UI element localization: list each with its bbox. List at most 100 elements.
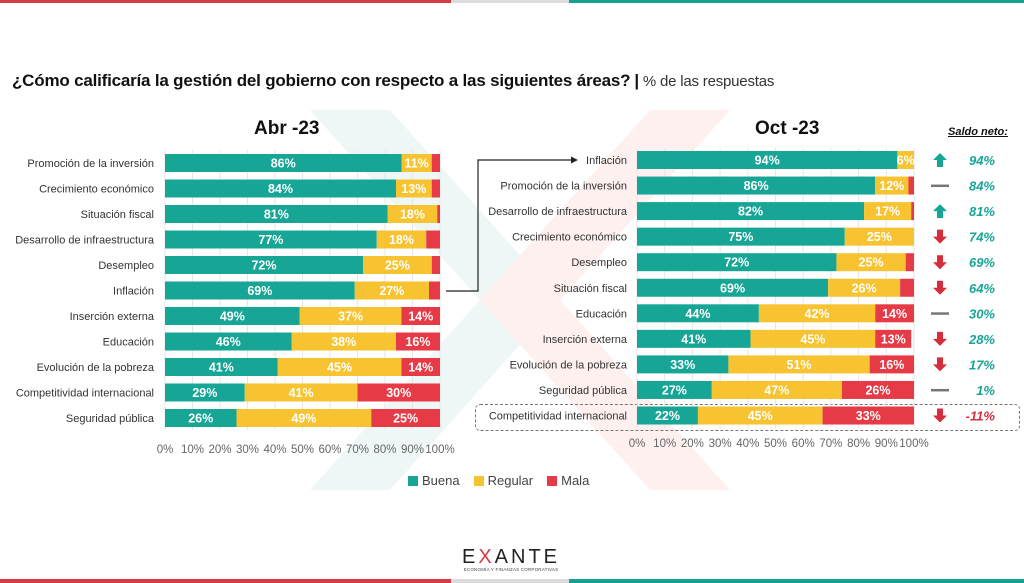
- oct-bar-buena: [637, 253, 837, 272]
- abr-data-label-buena: 46%: [216, 335, 241, 349]
- abr-data-label-regular: 37%: [338, 310, 363, 324]
- abr-bar-buena: [165, 383, 245, 402]
- bottom-color-bar: [0, 579, 1024, 583]
- oct-x-tick-label: 40%: [736, 438, 759, 450]
- trend-up-arrow-icon: [933, 153, 947, 167]
- oct-data-label-regular: 12%: [879, 179, 904, 193]
- top-color-bar: [0, 0, 1024, 3]
- oct-category-label: Crecimiento económico: [512, 232, 627, 244]
- oct-data-label-buena: 72%: [724, 256, 749, 270]
- oct-x-tick-label: 90%: [875, 438, 898, 450]
- abr-bar-buena: [165, 256, 363, 274]
- oct-x-tick-label: 70%: [819, 438, 842, 450]
- bottom-bar-gray: [451, 579, 569, 583]
- top-bar-teal: [569, 0, 1024, 3]
- abr-data-label-buena: 77%: [258, 233, 283, 247]
- oct-data-label-mala: 26%: [865, 383, 890, 397]
- oct-x-tick-label: 60%: [792, 438, 815, 450]
- saldo-neto-value: -11%: [966, 409, 996, 424]
- oct-bar-regular: [828, 278, 901, 297]
- oct-data-label-buena: 27%: [662, 383, 687, 397]
- oct-data-label-regular: 45%: [800, 332, 825, 346]
- abr-x-tick-label: 0%: [157, 444, 174, 456]
- legend-item-buena: Buena: [408, 473, 460, 488]
- oct-bar-regular: [697, 406, 823, 425]
- oct-bar-mala: [908, 176, 914, 195]
- oct-x-tick-label: 10%: [653, 438, 676, 450]
- abr-x-tick-label: 40%: [263, 444, 286, 456]
- oct-bar-regular: [711, 380, 842, 399]
- abr-data-label-regular: 18%: [389, 233, 414, 247]
- legend-swatch-mala: [547, 475, 558, 486]
- abr-data-label-buena: 41%: [209, 361, 234, 375]
- saldo-neto-value: 94%: [969, 153, 995, 168]
- top-bar-red: [0, 0, 451, 3]
- abr-category-label: Inflación: [113, 286, 154, 298]
- oct-bar-regular: [897, 151, 914, 169]
- bottom-bar-teal: [569, 579, 1024, 583]
- abr-x-tick-label: 100%: [425, 444, 454, 456]
- oct-data-label-mala: 13%: [881, 332, 906, 346]
- oct-x-tick-label: 20%: [681, 438, 704, 450]
- oct-data-label-buena: 33%: [670, 358, 695, 372]
- legend-label-mala: Mala: [561, 473, 590, 488]
- saldo-neto-value: 74%: [969, 230, 995, 245]
- abr-x-tick-label: 50%: [291, 444, 314, 456]
- title-subtitle: % de las respuestas: [642, 73, 775, 90]
- legend-swatch-regular: [473, 475, 484, 486]
- abr-bar-regular: [396, 179, 432, 198]
- legend-item-mala: Mala: [547, 473, 589, 488]
- logo-letter-x: X: [478, 546, 495, 568]
- abr-bar-regular: [299, 307, 402, 325]
- oct-category-label: Competitividad internacional: [489, 411, 627, 423]
- trend-flat-dash-icon: [931, 184, 949, 188]
- oct-data-label-regular: 26%: [852, 281, 877, 295]
- oct-bar-buena: [637, 380, 712, 399]
- legend-swatch-buena: [408, 475, 418, 486]
- abr-category-label: Crecimiento económico: [39, 184, 154, 196]
- abr-bar-buena: [165, 281, 355, 300]
- abr-data-label-mala: 16%: [405, 335, 430, 349]
- abr-bar-buena: [165, 307, 300, 325]
- top-bar-gray: [451, 0, 569, 3]
- trend-down-arrow-icon: [933, 357, 947, 372]
- saldo-neto-value: 1%: [976, 383, 995, 398]
- oct-bar-buena: [637, 176, 876, 195]
- abr-x-tick-label: 70%: [346, 444, 369, 456]
- saldo-neto-value: 81%: [969, 204, 995, 219]
- oct-data-label-buena: 82%: [738, 205, 763, 219]
- abr-bar-buena: [165, 179, 396, 198]
- logo-wordmark: EXANTE: [456, 547, 566, 567]
- oct-data-label-regular: 45%: [748, 409, 773, 423]
- legend-item-regular: Regular: [473, 473, 533, 488]
- left-chart-title: Abr -23: [254, 118, 320, 139]
- oct-bar-regular: [728, 355, 870, 374]
- oct-bar-regular: [844, 227, 914, 246]
- exante-logo: EXANTE ECONOMÍA Y FINANZAS CORPORATIVAS: [456, 547, 566, 573]
- oct-data-label-mala: 33%: [856, 409, 881, 423]
- oct-data-label-mala: 14%: [882, 307, 907, 321]
- abr-data-label-regular: 38%: [331, 335, 356, 349]
- abr-bar-mala: [431, 256, 440, 274]
- abr-category-label: Evolución de la pobreza: [37, 362, 155, 374]
- abr-bar-regular: [376, 230, 427, 249]
- question-text: ¿Cómo calificaría la gestión del gobiern…: [12, 71, 631, 90]
- oct-bar-mala: [875, 304, 914, 323]
- abr-data-label-mala: 14%: [408, 361, 433, 375]
- abr-data-label-buena: 69%: [247, 284, 272, 298]
- oct-category-label: Desempleo: [571, 257, 627, 269]
- abr-bar-regular: [387, 205, 438, 223]
- oct-bar-regular: [750, 329, 876, 348]
- trend-flat-dash-icon: [931, 312, 949, 315]
- chart-legend: Buena Regular Mala: [408, 473, 589, 488]
- oct-data-label-buena: 41%: [681, 332, 706, 346]
- oct-x-tick-label: 30%: [709, 438, 732, 450]
- abr-data-label-mala: 25%: [393, 412, 418, 426]
- abr-bar-regular: [244, 383, 358, 402]
- abr-bar-buena: [165, 358, 278, 376]
- oct-data-label-buena: 75%: [728, 230, 753, 244]
- trend-down-arrow-icon: [933, 255, 947, 270]
- oct-x-tick-label: 50%: [764, 438, 787, 450]
- oct-category-label: Evolución de la pobreza: [510, 359, 628, 371]
- oct-category-label: Promoción de la inversión: [500, 181, 627, 193]
